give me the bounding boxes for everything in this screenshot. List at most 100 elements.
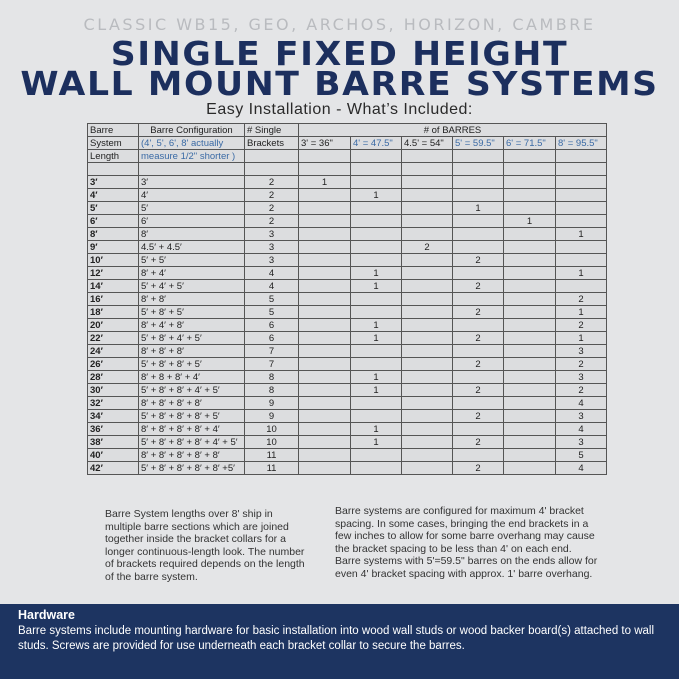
brackets-cell: 2 [244,175,299,189]
header-cell: 4' = 47.5" [350,136,402,150]
header-cell: 5' = 59.5" [452,136,504,150]
barre-count-cell: 2 [452,357,504,371]
barre-count-cell: 1 [350,279,402,293]
barre-count-cell: 2 [401,240,453,254]
brackets-cell: 10 [244,422,299,436]
table-row: 20′ 8′ + 4′ + 8′ 6 1 2 [87,318,607,332]
barre-count-cell: 1 [298,175,351,189]
hardware-description: Barre systems include mounting hardware … [18,625,655,652]
table-row: 4′ 4′ 2 1 [87,188,607,202]
system-length-cell: 12′ [87,266,139,280]
barre-count-cell [503,357,556,371]
header-cell: 6' = 71.5" [503,136,556,150]
barre-count-cell [503,461,556,475]
barre-count-cell [503,305,556,319]
barre-count-cell [350,344,402,358]
barre-count-cell [298,357,351,371]
configuration-cell: 6′ [138,214,245,228]
header-cell: measure 1/2" shorter ) [138,149,245,163]
header-row: Length measure 1/2" shorter ) [87,149,607,163]
system-length-cell: 40′ [87,448,139,462]
configuration-cell: 5′ + 8′ + 8′ + 4′ + 5′ [138,383,245,397]
system-length-cell: 16′ [87,292,139,306]
configuration-cell: 3′ [138,175,245,189]
barre-count-cell: 3 [555,344,607,358]
barre-count-cell [452,292,504,306]
barre-count-cell [555,214,607,228]
brackets-cell: 8 [244,383,299,397]
barre-count-cell [350,240,402,254]
table-row: 40′ 8′ + 8′ + 8′ + 8′ + 8′ 11 5 [87,448,607,462]
brackets-cell: 3 [244,227,299,241]
table-row: 5′ 5′ 2 1 [87,201,607,215]
brackets-cell: 2 [244,188,299,202]
barre-count-cell [298,331,351,345]
barre-count-cell [401,279,453,293]
note-bracket-spacing: Barre systems are configured for maximum… [335,505,598,580]
brackets-cell: 9 [244,409,299,423]
system-length-cell: 24′ [87,344,139,358]
system-length-cell: 42′ [87,461,139,475]
barre-count-cell [298,435,351,449]
brackets-cell: 3 [244,253,299,267]
configuration-cell: 5′ [138,201,245,215]
system-length-cell: 32′ [87,396,139,410]
table-row: 16′ 8′ + 8′ 5 2 [87,292,607,306]
barre-count-cell [401,318,453,332]
spacer-row [87,162,607,176]
barre-count-cell [452,396,504,410]
barre-count-cell [503,201,556,215]
brackets-cell: 3 [244,240,299,254]
barre-count-cell [503,279,556,293]
barre-count-cell [555,175,607,189]
configuration-cell: 4.5′ + 4.5′ [138,240,245,254]
barre-count-cell [452,344,504,358]
barre-count-cell: 2 [555,318,607,332]
barre-count-cell [503,396,556,410]
configuration-cell: 5′ + 5′ [138,253,245,267]
barre-count-cell [298,305,351,319]
barre-count-cell: 1 [555,227,607,241]
system-length-cell: 14′ [87,279,139,293]
table-row: 32′ 8′ + 8′ + 8′ + 8′ 9 4 [87,396,607,410]
system-length-cell: 30′ [87,383,139,397]
barre-count-cell [503,422,556,436]
barre-count-cell [298,201,351,215]
brackets-cell: 11 [244,448,299,462]
barre-count-cell [401,188,453,202]
system-length-cell: 36′ [87,422,139,436]
system-length-cell: 10′ [87,253,139,267]
barre-count-cell [401,409,453,423]
barre-count-cell [350,409,402,423]
table-row: 34′ 5′ + 8′ + 8′ + 8′ + 5′ 9 2 3 [87,409,607,423]
brackets-cell: 6 [244,318,299,332]
barre-count-cell: 1 [555,331,607,345]
brackets-cell: 7 [244,357,299,371]
page-title-line1: SINGLE FIXED HEIGHT [110,34,569,73]
configuration-cell: 5′ + 8′ + 5′ [138,305,245,319]
barre-count-cell [555,253,607,267]
system-length-cell: 8′ [87,227,139,241]
header-cell: Length [87,149,139,163]
barre-count-cell [503,188,556,202]
brackets-cell: 4 [244,279,299,293]
barre-count-cell: 1 [350,422,402,436]
barre-count-cell [503,253,556,267]
barre-count-cell [401,305,453,319]
barre-count-cell [452,448,504,462]
brackets-cell: 2 [244,201,299,215]
table-row: 12′ 8′ + 4′ 4 1 1 [87,266,607,280]
barre-count-cell [298,266,351,280]
barre-count-cell [452,188,504,202]
barre-count-cell: 2 [452,409,504,423]
configuration-cell: 5′ + 8′ + 8′ + 8′ + 8′ +5′ [138,461,245,475]
barre-count-cell [350,396,402,410]
barre-count-cell: 2 [452,279,504,293]
configuration-cell: 5′ + 8′ + 8′ + 8′ + 4′ + 5′ [138,435,245,449]
barre-count-cell [555,240,607,254]
brackets-cell: 6 [244,331,299,345]
hardware-footer: Hardware Barre systems include mounting … [0,604,679,679]
configuration-cell: 8′ + 8′ + 8′ + 8′ [138,396,245,410]
barre-count-cell [503,227,556,241]
brackets-cell: 9 [244,396,299,410]
